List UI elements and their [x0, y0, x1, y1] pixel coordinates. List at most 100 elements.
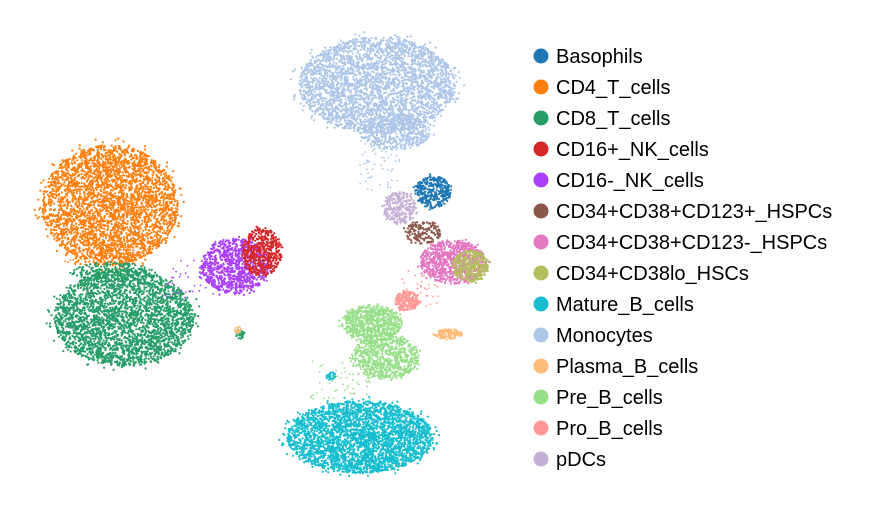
data-point — [355, 77, 358, 80]
data-point — [89, 165, 92, 168]
data-point — [434, 93, 437, 96]
data-point — [334, 65, 337, 68]
data-point — [386, 116, 389, 119]
data-point — [342, 56, 345, 59]
data-point — [318, 72, 321, 75]
data-point — [376, 43, 379, 46]
data-point — [442, 73, 445, 76]
data-point — [426, 49, 429, 53]
data-point — [360, 82, 363, 86]
data-point — [419, 112, 422, 115]
data-point — [382, 60, 385, 63]
data-point — [299, 92, 302, 95]
data-point — [402, 121, 406, 124]
data-point — [345, 78, 348, 81]
data-point — [363, 48, 366, 52]
data-point — [411, 84, 414, 87]
data-point — [344, 101, 347, 104]
data-point — [371, 111, 374, 114]
data-point — [401, 97, 404, 100]
data-point — [384, 42, 387, 46]
data-point — [426, 69, 429, 72]
data-point — [382, 36, 385, 40]
data-point — [388, 40, 391, 43]
data-point — [406, 133, 409, 136]
data-point — [306, 69, 309, 72]
data-point — [355, 128, 358, 131]
data-point — [365, 54, 368, 57]
data-point — [424, 125, 427, 129]
data-point — [414, 99, 417, 102]
data-point — [346, 111, 349, 114]
data-point — [387, 60, 391, 63]
data-point — [110, 222, 113, 226]
data-point — [71, 149, 74, 152]
data-point — [421, 51, 424, 54]
data-point — [441, 58, 444, 61]
data-point — [330, 89, 333, 92]
data-point — [335, 62, 338, 65]
data-point — [430, 70, 433, 73]
data-point — [415, 76, 418, 79]
data-point — [373, 108, 376, 112]
data-point — [324, 102, 327, 105]
data-point — [370, 122, 373, 125]
data-point — [416, 123, 419, 126]
data-point — [355, 44, 358, 47]
data-point — [435, 101, 438, 104]
data-point — [322, 104, 325, 107]
data-point — [406, 121, 410, 124]
data-point — [335, 119, 338, 122]
data-point — [323, 113, 326, 116]
data-point — [434, 83, 437, 86]
data-point — [319, 105, 322, 108]
data-point — [430, 57, 433, 60]
data-point — [344, 106, 347, 109]
data-point — [385, 56, 388, 59]
data-point — [390, 105, 393, 108]
data-point — [374, 122, 377, 125]
data-point — [410, 63, 413, 66]
data-point — [167, 207, 171, 210]
data-point — [350, 40, 353, 43]
data-point — [412, 114, 415, 117]
data-point — [453, 91, 456, 94]
data-point — [385, 46, 388, 49]
data-point — [425, 64, 428, 67]
data-point — [118, 212, 121, 215]
data-point — [445, 79, 448, 82]
data-point — [418, 114, 421, 117]
data-point — [354, 98, 358, 101]
data-point — [347, 113, 350, 116]
data-point — [359, 48, 362, 51]
data-point — [444, 69, 447, 72]
data-point — [331, 107, 334, 110]
data-point — [360, 66, 363, 69]
data-point — [55, 229, 58, 232]
data-point — [370, 94, 374, 97]
data-point — [303, 72, 306, 75]
data-point — [344, 49, 347, 52]
data-point — [290, 78, 293, 81]
data-point — [443, 63, 446, 66]
data-point — [399, 98, 402, 101]
data-point — [416, 136, 419, 139]
data-point — [124, 246, 127, 249]
data-point — [413, 59, 416, 63]
data-point — [370, 36, 373, 40]
data-point — [394, 58, 397, 61]
data-point — [312, 73, 315, 76]
data-point — [336, 94, 340, 98]
data-point — [152, 245, 155, 248]
data-point — [390, 119, 393, 122]
data-point — [346, 72, 349, 75]
data-point — [97, 228, 100, 231]
data-point — [378, 94, 381, 98]
data-point — [368, 97, 371, 100]
data-point — [428, 116, 431, 119]
data-point — [410, 51, 413, 55]
data-point — [338, 103, 341, 106]
data-point — [355, 55, 358, 58]
data-point — [391, 59, 395, 62]
data-point — [363, 87, 366, 90]
